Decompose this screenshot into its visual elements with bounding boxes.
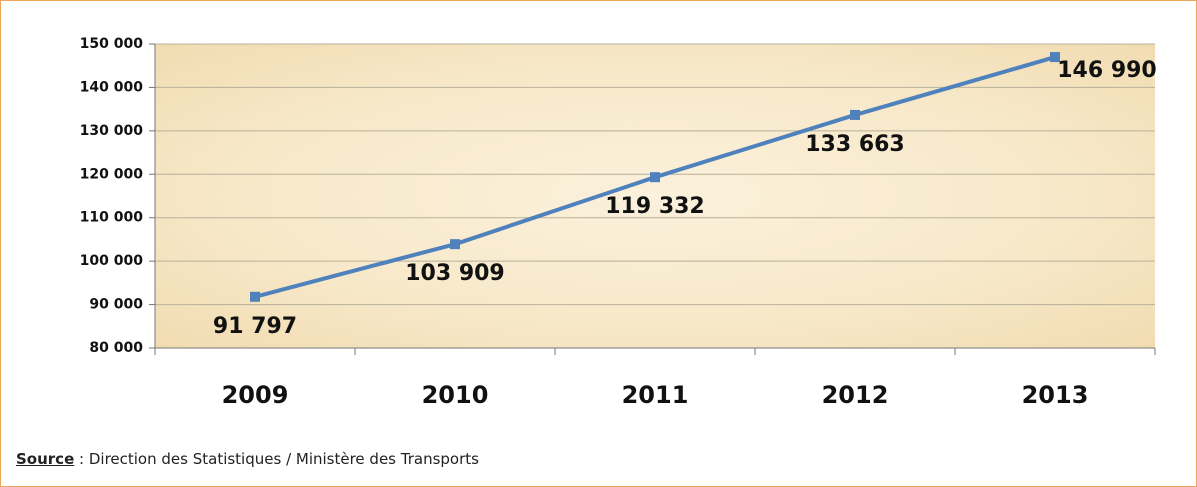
y-tick-label: 130 000 bbox=[80, 123, 144, 139]
y-tick-label: 110 000 bbox=[80, 210, 144, 226]
marker bbox=[1050, 52, 1060, 63]
y-tick-label: 100 000 bbox=[80, 253, 144, 269]
source-text: : Direction des Statistiques / Ministère… bbox=[79, 450, 479, 468]
data-label: 146 990 bbox=[1057, 58, 1157, 83]
source: Source : Direction des Statistiques / Mi… bbox=[16, 450, 479, 468]
x-tick-label: 2010 bbox=[422, 381, 489, 409]
data-label: 91 797 bbox=[213, 314, 297, 339]
marker bbox=[850, 109, 860, 120]
x-tick-label: 2011 bbox=[622, 381, 689, 409]
y-tick-label: 140 000 bbox=[80, 79, 144, 95]
marker bbox=[450, 239, 460, 250]
y-tick-label: 90 000 bbox=[89, 297, 143, 313]
data-label: 119 332 bbox=[605, 194, 705, 219]
marker bbox=[650, 172, 660, 183]
marker bbox=[250, 291, 260, 302]
data-label: 103 909 bbox=[405, 261, 505, 286]
y-tick-label: 150 000 bbox=[80, 36, 144, 52]
x-tick-label: 2013 bbox=[1022, 381, 1089, 409]
data-label: 133 663 bbox=[805, 132, 905, 157]
x-tick-label: 2012 bbox=[822, 381, 889, 409]
y-tick-label: 120 000 bbox=[80, 166, 144, 182]
x-tick-label: 2009 bbox=[222, 381, 289, 409]
y-tick-label: 80 000 bbox=[89, 340, 143, 356]
source-label: Source bbox=[16, 450, 75, 468]
plot-background bbox=[155, 44, 1155, 348]
